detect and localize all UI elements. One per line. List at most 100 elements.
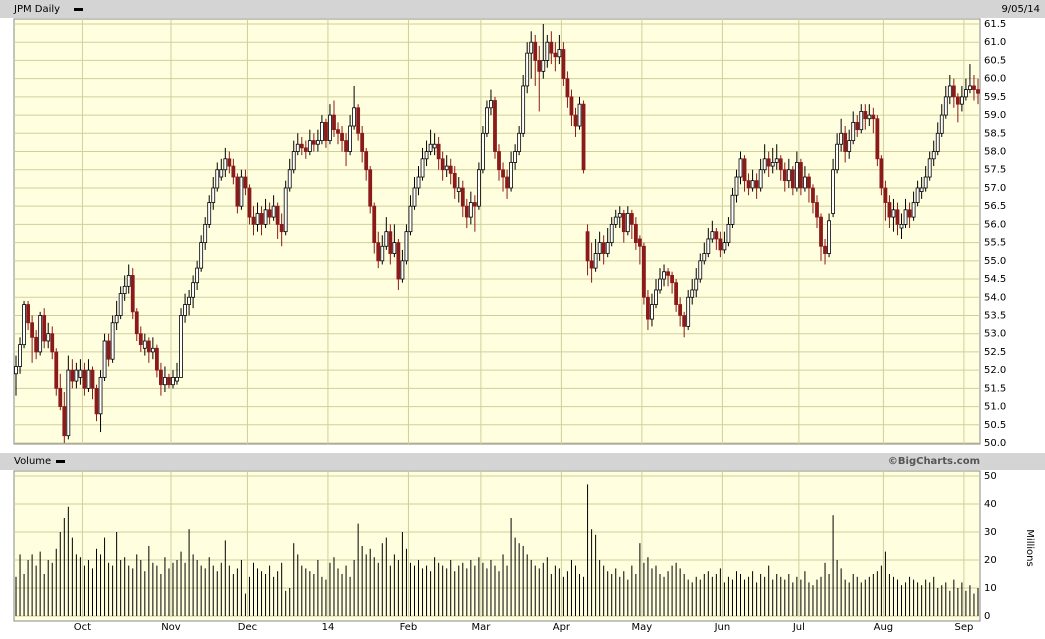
volume-bar: [168, 568, 170, 616]
candle-body: [275, 205, 280, 225]
volume-bar: [422, 568, 424, 616]
candle-body: [642, 245, 646, 298]
volume-bar: [647, 557, 649, 616]
volume-bar: [522, 546, 524, 616]
header-bar: [0, 0, 1045, 18]
candle-body: [211, 187, 216, 203]
volume-bar: [31, 554, 33, 616]
candle-body: [481, 132, 485, 171]
volume-bar: [212, 565, 214, 616]
volume-bar: [579, 574, 581, 616]
candle-body: [609, 223, 614, 244]
candle-body: [670, 274, 674, 284]
volume-bar: [832, 515, 834, 616]
candle-body: [183, 304, 187, 316]
candle-body: [959, 96, 964, 105]
volume-bar: [711, 576, 713, 616]
candle-body: [328, 114, 332, 141]
candle-body: [746, 180, 751, 189]
candle-body: [400, 260, 405, 280]
candle-body: [18, 344, 22, 367]
candle-body: [271, 205, 276, 218]
candle-body: [468, 202, 473, 218]
volume-bar: [780, 576, 782, 616]
volume-bar: [925, 579, 927, 616]
y-tick-label: 20: [984, 555, 997, 566]
volume-bar: [530, 560, 532, 616]
candle-body: [947, 85, 952, 98]
y-tick-label: 40: [984, 499, 997, 510]
y-tick-label: 53.0: [984, 329, 1006, 340]
candle-body: [98, 377, 103, 415]
volume-bar: [756, 582, 758, 616]
volume-bar: [723, 582, 725, 616]
candle-body: [291, 151, 296, 171]
volume-bar: [913, 579, 915, 616]
candle-body: [585, 231, 590, 262]
volume-bar: [631, 565, 633, 616]
volume-bar: [244, 593, 246, 616]
volume-bar: [434, 557, 436, 616]
candle-body: [126, 274, 131, 287]
x-tick-label: Aug: [874, 622, 894, 633]
volume-bar: [864, 579, 866, 616]
volume-bar: [108, 562, 110, 616]
volume-bar: [655, 565, 657, 616]
candle-body: [517, 132, 522, 152]
volume-bar: [466, 568, 468, 616]
volume-bar: [232, 574, 234, 616]
volume-bar: [587, 484, 589, 616]
volume-bar: [941, 585, 943, 616]
volume-bar: [329, 562, 331, 616]
volume-bar: [136, 554, 138, 616]
candle-body: [561, 49, 566, 80]
candle-body: [259, 213, 264, 225]
y-tick-label: 50.5: [984, 420, 1006, 431]
candle-body: [348, 125, 352, 152]
volume-bar: [393, 554, 395, 616]
candle-body: [662, 271, 666, 280]
volume-bar: [800, 579, 802, 616]
candle-body: [199, 242, 204, 269]
volume-swatch: [56, 460, 65, 463]
volume-bar: [413, 565, 415, 616]
candle-body: [605, 242, 610, 254]
candle-body: [951, 85, 956, 98]
volume-bar: [639, 543, 641, 616]
volume-bar: [888, 574, 890, 616]
volume-bar: [236, 568, 238, 616]
price-panel: [13, 18, 981, 445]
volume-bar: [430, 571, 432, 616]
volume-bar: [273, 576, 275, 616]
volume-bar: [208, 557, 210, 616]
y-tick-label: 51.5: [984, 383, 1006, 394]
candle-body: [497, 151, 501, 171]
volume-bar: [200, 565, 202, 616]
y-tick-label: 58.5: [984, 128, 1006, 139]
volume-bar: [816, 579, 818, 616]
candle-body: [964, 89, 968, 98]
candle-body: [545, 41, 550, 61]
y-tick-label: 60.5: [984, 55, 1006, 66]
candle-body: [778, 158, 783, 171]
candle-body: [150, 347, 155, 353]
volume-bar: [67, 506, 69, 616]
volume-bar: [240, 560, 242, 616]
y-tick-label: 57.5: [984, 165, 1006, 176]
candle-body: [436, 143, 441, 160]
volume-bar: [566, 571, 568, 616]
mark-layer: [14, 24, 980, 616]
volume-bar: [607, 571, 609, 616]
volume-bar: [901, 585, 903, 616]
candle-body: [320, 121, 324, 141]
candle-body: [968, 85, 972, 90]
candle-body: [521, 85, 526, 134]
candle-body: [682, 315, 687, 327]
candle-body: [364, 151, 369, 171]
volume-bar: [305, 568, 307, 616]
candle-body: [674, 282, 679, 305]
candle-body: [718, 238, 723, 251]
candle-body: [847, 140, 852, 152]
volume-bar: [220, 562, 222, 616]
candle-body: [513, 151, 518, 163]
